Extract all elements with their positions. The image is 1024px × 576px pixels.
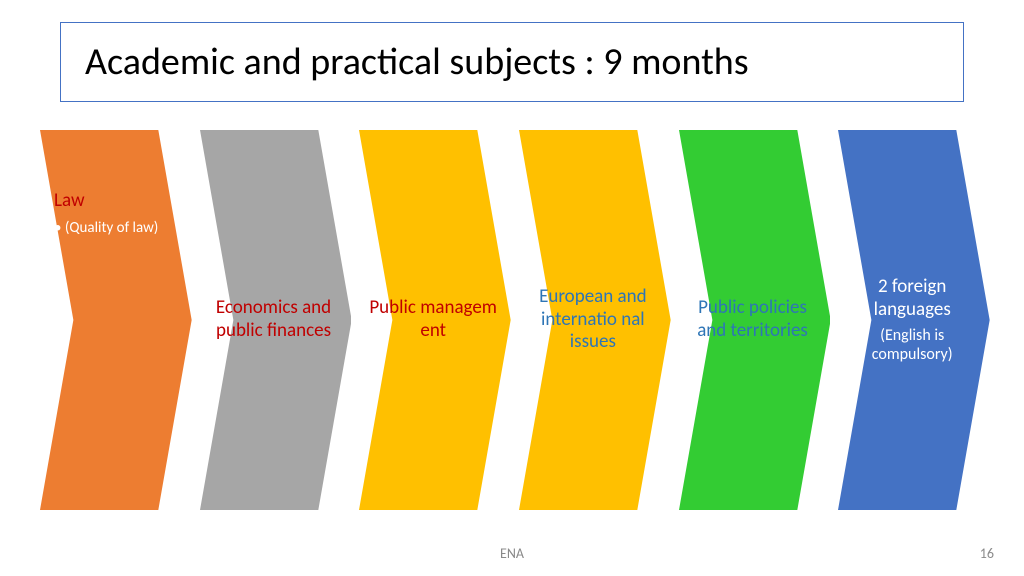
subject-subtitle: (English is compulsory): [848, 326, 976, 364]
subject-bullet: • (Quality of law): [54, 219, 158, 237]
subjects-row: Law • (Quality of law) Economics and publi…: [40, 130, 990, 510]
subject-arrow: Economics and public finances: [200, 130, 352, 510]
subject-content: Public policies and territories: [679, 130, 831, 510]
subject-content: Public managem ent: [359, 130, 511, 510]
subject-title: European and internatio nal issues: [529, 286, 657, 354]
subject-title: Public managem ent: [369, 297, 497, 343]
footer-center: ENA: [0, 545, 1024, 562]
subject-content: Economics and public finances: [200, 130, 352, 510]
subject-arrow: Law • (Quality of law): [40, 130, 192, 510]
footer-page-number: 16: [980, 545, 994, 562]
page-title: Academic and practical subjects : 9 mont…: [85, 39, 749, 85]
subject-title: Public policies and territories: [689, 297, 817, 343]
subject-arrow: Public policies and territories: [679, 130, 831, 510]
subject-arrow: European and internatio nal issues: [519, 130, 671, 510]
subject-content: Law • (Quality of law): [40, 130, 192, 510]
subject-content: European and internatio nal issues: [519, 130, 671, 510]
subject-title: 2 foreign languages: [848, 276, 976, 322]
subject-content: 2 foreign languages (English is compulsor…: [838, 130, 990, 510]
subject-title: Economics and public finances: [210, 297, 338, 343]
title-box: Academic and practical subjects : 9 mont…: [60, 22, 964, 102]
subject-arrow: Public managem ent: [359, 130, 511, 510]
subject-arrow: 2 foreign languages (English is compulsor…: [838, 130, 990, 510]
subject-title: Law: [54, 190, 85, 213]
